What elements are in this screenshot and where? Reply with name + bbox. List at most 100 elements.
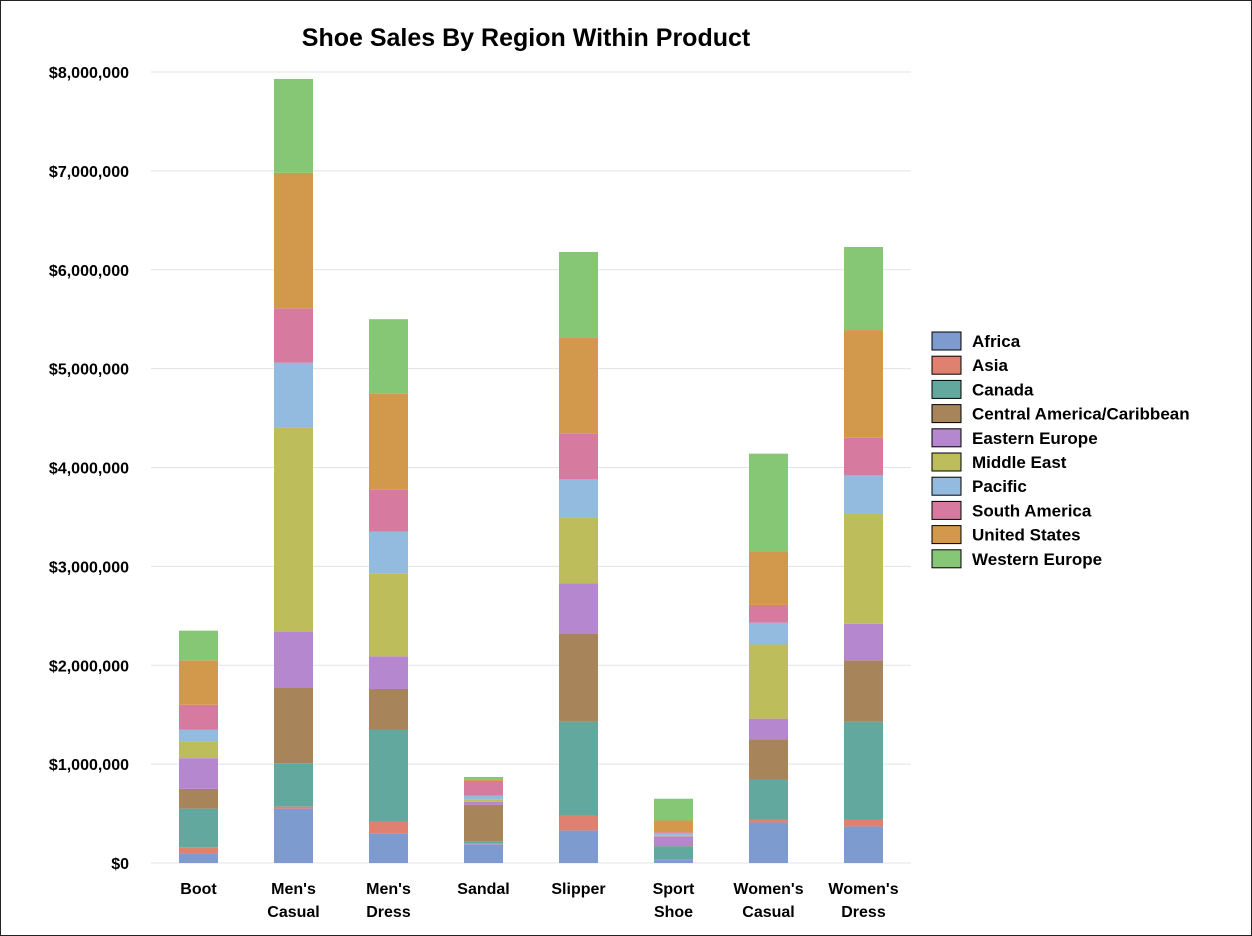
x-axis: Boot Men's Casual Men's Dress Sandal Slipper Sp… [180,881,898,921]
bar-segment [369,688,408,730]
bar-segment [369,656,408,689]
legend-label: Canada [972,380,1034,399]
bar-segment [369,393,408,490]
bar-segment [559,433,598,480]
legend-swatch [931,404,962,424]
y-axis: $0 $1,000,000 $2,000,000 $3,000,000 $4,000,0… [49,65,129,873]
legend-label: Central America/Caribbean [972,405,1190,424]
bar-segment [464,843,503,845]
y-tick-label: $4,000,000 [49,461,129,478]
y-tick-label: $8,000,000 [49,65,129,82]
bar-segment [179,704,218,730]
bar-segment [749,453,788,552]
x-tick-label: Boot [180,881,217,898]
bar-segment [179,660,218,705]
legend-label: Asia [972,356,1008,375]
y-tick-label: $5,000,000 [49,362,129,379]
bar-segment [559,830,598,863]
legend-label: Pacific [972,477,1027,496]
bar-segment [749,551,788,605]
bar-segment [464,776,503,780]
bar-segment [844,513,883,624]
bar-segment [464,795,503,800]
bar-segment [559,251,598,338]
x-tick-label: Casual [742,904,794,921]
legend-label: Eastern Europe [972,429,1098,448]
legend-label: Middle East [972,453,1067,472]
bar-segment [179,847,218,854]
bar-segment [844,330,883,438]
x-tick-label: Sport [653,881,695,898]
bar-segment [179,729,218,742]
legend-swatch [931,331,962,351]
bar-segment [369,319,408,394]
bar-segment [559,815,598,831]
bar-segment [274,631,313,688]
x-tick-label: Women's [828,881,898,898]
bar-segment [464,780,503,796]
bar-segment [559,633,598,722]
legend-label: Africa [972,332,1021,351]
bar-segment [559,721,598,816]
x-tick-label: Dress [841,904,886,921]
y-tick-label: $7,000,000 [49,164,129,181]
bar-segment [179,808,218,848]
x-tick-label: Shoe [654,904,693,921]
bar-segment [369,833,408,863]
y-tick-label: $3,000,000 [49,559,129,576]
bar-segment [464,844,503,863]
bar-segment [654,835,693,837]
x-tick-label: Men's [271,881,316,898]
bar-segment [369,531,408,574]
bar-segment [654,820,693,833]
y-tick-label: $6,000,000 [49,263,129,280]
bar-segment [179,853,218,863]
x-tick-label: Sandal [457,881,509,898]
legend: Africa Asia Canada Central America/Caribbea… [931,331,1190,569]
bar-segment [274,763,313,807]
bar-segment [844,819,883,827]
bar-segment [654,859,693,861]
y-tick-label: $1,000,000 [49,757,129,774]
bar-segment [654,860,693,863]
bar-segment [844,247,883,331]
bar-segment [844,826,883,863]
bar-segment [844,437,883,476]
bar-segment [369,729,408,822]
bar-segment [274,808,313,863]
bar-segment [464,801,503,805]
bar-segment [179,758,218,789]
bar-segment [844,623,883,661]
x-tick-label: Casual [267,904,319,921]
bar-segment [464,779,503,781]
bar-segment [559,479,598,518]
bar-segment [559,583,598,634]
bar-segment [274,687,313,764]
legend-swatch [931,525,962,545]
bar-segment [179,788,218,809]
bar-segment [464,841,503,844]
bar-segment [464,804,503,842]
bar-segment [749,779,788,820]
bar-segment [844,475,883,514]
bar-segment [559,337,598,434]
bar-segment [179,741,218,759]
legend-label: United States [972,526,1081,545]
bar-segment [749,644,788,719]
bar-segment [749,822,788,863]
legend-swatch [931,549,962,569]
gridlines [151,71,911,864]
bar-segment [844,721,883,820]
legend-swatch [931,428,962,448]
legend-label: Western Europe [972,550,1102,569]
bar-segment [179,630,218,661]
bar-segment [749,718,788,740]
bar-segment [274,427,313,632]
bar-segment [844,660,883,722]
bar-segment [654,846,693,860]
legend-swatch [931,355,962,375]
bar-segment [369,489,408,532]
bar-segment [274,308,313,363]
